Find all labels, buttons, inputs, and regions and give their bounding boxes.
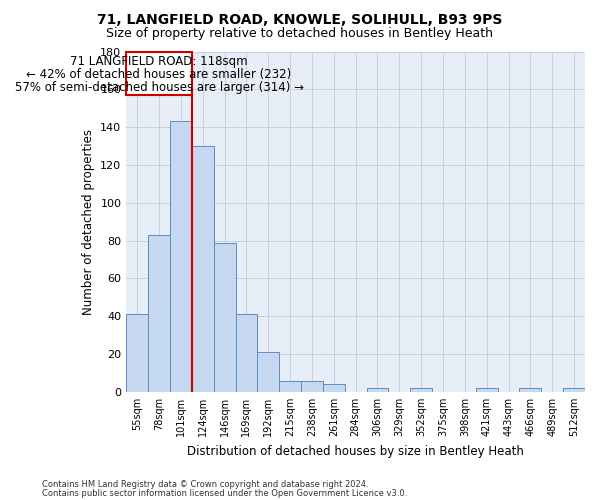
X-axis label: Distribution of detached houses by size in Bentley Heath: Distribution of detached houses by size … (187, 444, 524, 458)
Bar (192, 146, 214, 392)
Bar (170, 122, 192, 392)
Bar (148, 235, 170, 392)
Bar (279, 380, 301, 392)
Bar (367, 388, 388, 392)
Bar (476, 388, 497, 392)
Bar (323, 384, 345, 392)
Text: 71, LANGFIELD ROAD, KNOWLE, SOLIHULL, B93 9PS: 71, LANGFIELD ROAD, KNOWLE, SOLIHULL, B9… (97, 12, 503, 26)
Bar (214, 242, 236, 392)
Text: Contains HM Land Registry data © Crown copyright and database right 2024.: Contains HM Land Registry data © Crown c… (42, 480, 368, 489)
Bar (410, 388, 432, 392)
Text: 71 LANGFIELD ROAD: 118sqm: 71 LANGFIELD ROAD: 118sqm (70, 54, 248, 68)
Text: ← 42% of detached houses are smaller (232): ← 42% of detached houses are smaller (23… (26, 68, 292, 80)
Bar (236, 314, 257, 392)
Bar (257, 352, 279, 392)
Bar (126, 314, 148, 392)
Bar (563, 388, 585, 392)
Text: 57% of semi-detached houses are larger (314) →: 57% of semi-detached houses are larger (… (14, 81, 304, 94)
Bar (301, 380, 323, 392)
Y-axis label: Number of detached properties: Number of detached properties (82, 128, 95, 314)
FancyBboxPatch shape (126, 52, 192, 95)
Text: Contains public sector information licensed under the Open Government Licence v3: Contains public sector information licen… (42, 488, 407, 498)
Text: Size of property relative to detached houses in Bentley Heath: Size of property relative to detached ho… (107, 28, 493, 40)
Bar (520, 388, 541, 392)
